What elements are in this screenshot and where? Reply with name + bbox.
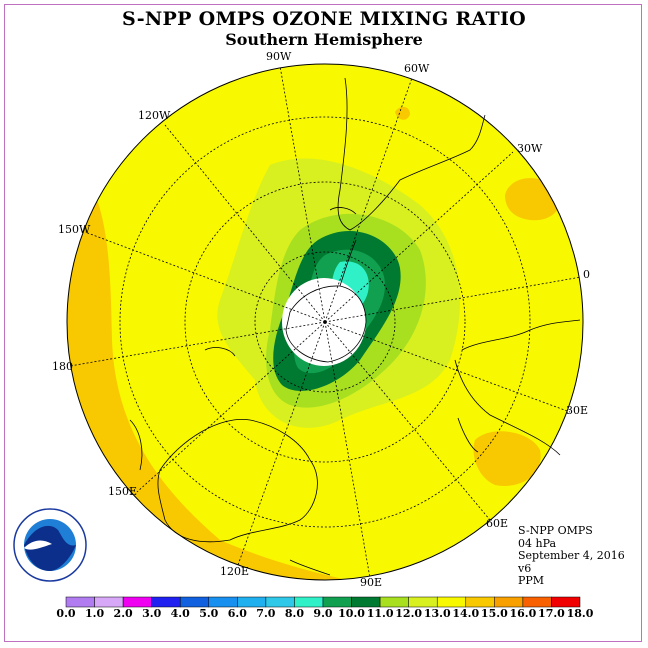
colorbar-swatch [351, 596, 381, 608]
lon-label-90e: 90E [360, 576, 383, 589]
info-level: 04 hPa [518, 536, 557, 550]
colorbar-swatch [522, 596, 552, 608]
latitude-circle [254, 251, 396, 393]
meridian-60e [324, 321, 491, 521]
australia-coast [157, 418, 318, 543]
colorbar-tick-label: 18.0 [566, 607, 594, 620]
map-boundary [66, 63, 584, 581]
colorbar-tick-label: 3.0 [142, 607, 162, 620]
ross-island [204, 347, 236, 357]
tierra-del-fuego [329, 207, 357, 215]
info-product: S-NPP OMPS [518, 524, 593, 537]
colorbar-tick-label: 13.0 [423, 607, 451, 620]
colorbar-swatch [237, 596, 267, 608]
africa-coast-b [454, 359, 561, 456]
ozone-field [67, 64, 583, 580]
colorbar-swatch [265, 596, 295, 608]
ozone-14-15-region-west [67, 150, 430, 580]
colorbar-tick-label: 11.0 [366, 607, 394, 620]
colorbar-tick-label: 16.0 [509, 607, 537, 620]
colorbar-tick-label: 15.0 [480, 607, 508, 620]
info-date: September 4, 2016 [518, 549, 625, 562]
meridian-60w [324, 77, 413, 323]
info-version: v6 [518, 561, 532, 575]
lon-label-150w: 150W [58, 223, 91, 236]
colorbar-swatch [494, 596, 524, 608]
south-pole-marker [323, 320, 327, 324]
colorbar-swatch [408, 596, 438, 608]
info-units: PPM [518, 574, 545, 587]
meridian-180 [69, 321, 326, 367]
colorbar-tick-label: 4.0 [170, 607, 190, 620]
colorbar-swatch [294, 596, 324, 608]
new-zealand [129, 419, 143, 471]
colorbar-tick-label: 14.0 [452, 607, 480, 620]
colorbar-swatch [65, 596, 95, 608]
colorbar-swatch [151, 596, 181, 608]
indonesia-coast [289, 559, 331, 576]
meridian-90e [324, 321, 371, 579]
lon-label-0: 0 [583, 268, 590, 281]
colorbar [65, 596, 581, 608]
colorbar-swatch [465, 596, 495, 608]
ozone-14-15-small [395, 106, 410, 120]
figure-frame [4, 4, 642, 642]
meridian-150w [84, 231, 326, 323]
lon-label-120e: 120E [220, 565, 250, 578]
figure-subtitle: Southern Hemisphere [225, 30, 423, 49]
graticule [69, 65, 582, 579]
antarctica-coast [285, 285, 367, 363]
colorbar-tick-label: 2.0 [113, 607, 133, 620]
meridian-90w [279, 65, 326, 323]
lon-label-90w: 90W [266, 50, 292, 63]
colorbar-tick-label: 7.0 [256, 607, 276, 620]
info-block: S-NPP OMPS 04 hPa September 4, 2016 v6 P… [518, 524, 625, 588]
colorbar-swatch [436, 596, 467, 608]
colorbar-tick-label: 10.0 [338, 607, 365, 620]
colorbar-tick-label: 1.0 [84, 607, 105, 620]
colorbar-swatch [379, 596, 409, 608]
meridian-120e [237, 321, 326, 566]
colorbar-swatch [122, 596, 152, 608]
lon-label-150e: 150E [108, 485, 138, 498]
coastlines [129, 77, 581, 576]
colorbar-swatch [179, 596, 210, 608]
colorbar-tick-label: 0.0 [56, 607, 76, 620]
colorbar-swatch [94, 596, 124, 608]
lon-label-30w: 30W [517, 142, 543, 155]
madagascar [457, 417, 479, 453]
lon-label-60w: 60W [404, 62, 430, 75]
noaa-logo [13, 508, 87, 582]
lon-label-60e: 60E [486, 517, 509, 530]
latitude-circle [184, 181, 466, 463]
colorbar-tick-label: 8.0 [284, 607, 305, 620]
logo-bird [24, 525, 76, 571]
antarctic-peninsula [339, 239, 357, 287]
colorbar-tick-label: 17.0 [538, 607, 565, 620]
africa-coast-a [461, 319, 581, 351]
colorbar-tick-label: 9.0 [313, 607, 333, 620]
lon-label-180: 180 [52, 360, 73, 373]
colorbar-swatch [551, 596, 581, 608]
colorbar-swatch [208, 596, 238, 608]
lon-label-30e: 30E [566, 404, 589, 417]
south-america-coast [337, 77, 486, 231]
meridian-0 [324, 276, 582, 323]
colorbar-tick-label: 6.0 [227, 607, 247, 620]
colorbar-tick-label: 5.0 [199, 607, 219, 620]
colorbar-tick-label: 12.0 [395, 607, 423, 620]
colorbar-swatch [322, 596, 352, 608]
latitude-circle [119, 116, 531, 528]
meridian-30e [324, 321, 571, 413]
ozone-14-15-region-indian [473, 431, 541, 486]
logo-wave [24, 540, 52, 550]
lon-label-120w: 120W [138, 109, 171, 122]
figure-title: S-NPP OMPS OZONE MIXING RATIO [121, 8, 527, 30]
